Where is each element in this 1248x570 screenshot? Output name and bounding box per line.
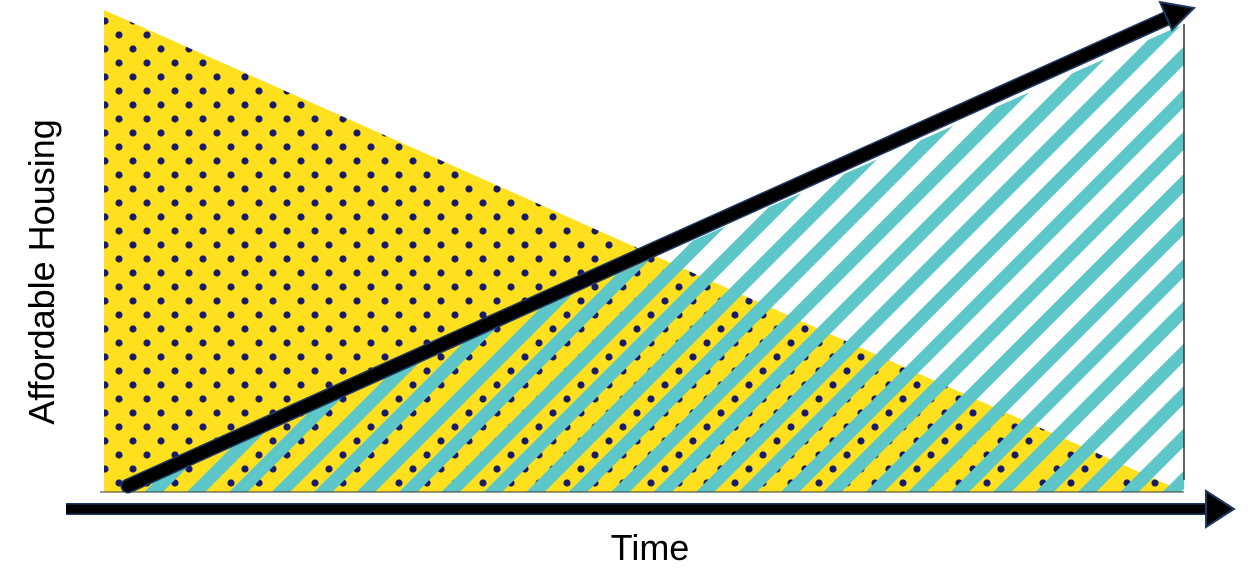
y-axis-label: Affordable Housing: [21, 119, 62, 425]
x-axis-arrow: [66, 489, 1236, 529]
rising-trend-arrow: [120, 0, 1197, 494]
x-axis-label: Time: [610, 527, 690, 568]
